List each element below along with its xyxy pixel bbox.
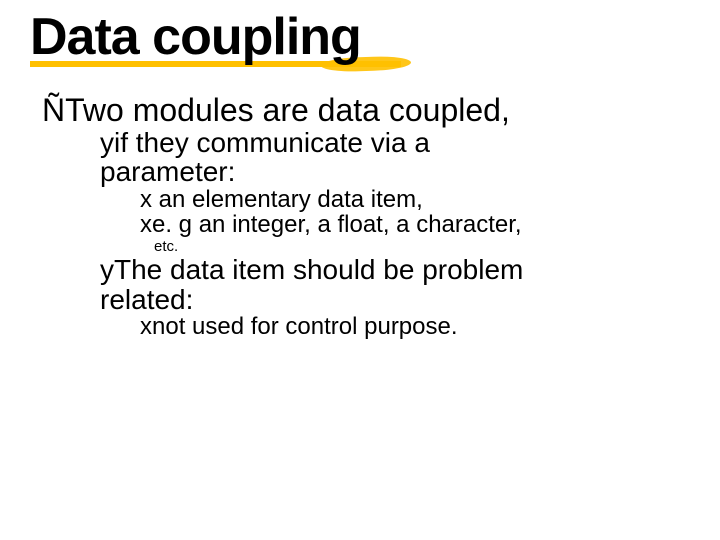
level2-text-line2: parameter:: [100, 156, 235, 187]
level3-item: xnot used for control purpose.: [42, 314, 690, 339]
bullet-l3: x: [140, 211, 152, 238]
level1-item: ÑTwo modules are data coupled,: [42, 93, 690, 128]
level2-item: yThe data item should be problem: [42, 255, 690, 284]
bullet-l3: x: [140, 313, 152, 340]
level1-text: Two modules are data coupled,: [65, 92, 510, 128]
bullet-l2: y: [100, 127, 114, 158]
bullet-l3: x: [140, 186, 152, 213]
level3-text-c: not used for control purpose.: [152, 313, 458, 340]
level3-item: x an elementary data item,: [42, 187, 690, 212]
level2-item-cont: parameter:: [42, 157, 690, 186]
bullet-l1: Ñ: [42, 92, 65, 128]
title-wrap: Data coupling: [30, 10, 361, 65]
level3-etc-text: etc.: [154, 238, 178, 255]
level2b-text-line1: The data item should be problem: [114, 254, 523, 285]
level3-text-b: e. g an integer, a float, a character,: [152, 211, 522, 238]
level2-text-line1: if they communicate via a: [114, 127, 430, 158]
level2-item-cont: related:: [42, 285, 690, 314]
slide: Data coupling ÑTwo modules are data coup…: [0, 0, 720, 540]
level3-item: xe. g an integer, a float, a character,: [42, 212, 690, 237]
level2b-text-line2: related:: [100, 284, 193, 315]
slide-title: Data coupling: [30, 10, 361, 65]
content: ÑTwo modules are data coupled, yif they …: [30, 93, 690, 340]
level3-text-a: an elementary data item,: [152, 186, 423, 213]
level3-etc: etc.: [42, 239, 690, 256]
bullet-l2: y: [100, 254, 114, 285]
level2-item: yif they communicate via a: [42, 128, 690, 157]
